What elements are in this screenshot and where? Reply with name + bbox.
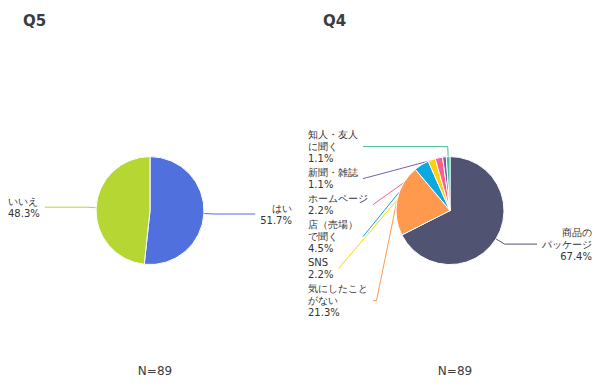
svg-text:はい: はい	[272, 203, 292, 214]
svg-text:がない: がない	[308, 295, 338, 306]
svg-text:知人・友人: 知人・友人	[308, 129, 358, 140]
svg-text:51.7%: 51.7%	[260, 215, 292, 226]
svg-text:1.1%: 1.1%	[308, 179, 333, 190]
svg-text:で聞く: で聞く	[308, 231, 338, 242]
svg-text:21.3%: 21.3%	[308, 307, 340, 318]
svg-text:新聞・雑誌: 新聞・雑誌	[308, 167, 358, 178]
svg-text:ホームページ: ホームページ	[308, 193, 368, 204]
svg-text:1.1%: 1.1%	[308, 153, 333, 164]
svg-text:N=89: N=89	[138, 364, 172, 378]
svg-text:Q4: Q4	[323, 12, 346, 30]
svg-text:いいえ: いいえ	[8, 196, 38, 207]
svg-text:2.2%: 2.2%	[308, 269, 333, 280]
svg-text:N=89: N=89	[438, 364, 472, 378]
svg-text:パッケージ: パッケージ	[541, 239, 592, 250]
svg-text:商品の: 商品の	[562, 227, 592, 238]
svg-text:SNS: SNS	[308, 257, 328, 268]
svg-text:2.2%: 2.2%	[308, 205, 333, 216]
svg-text:店（売場）: 店（売場）	[308, 219, 358, 230]
svg-text:48.3%: 48.3%	[8, 208, 40, 219]
svg-text:67.4%: 67.4%	[560, 251, 592, 262]
svg-text:Q5: Q5	[23, 12, 46, 30]
svg-text:4.5%: 4.5%	[308, 243, 333, 254]
svg-text:気にしたこと: 気にしたこと	[308, 283, 368, 294]
svg-text:に聞く: に聞く	[308, 141, 338, 152]
